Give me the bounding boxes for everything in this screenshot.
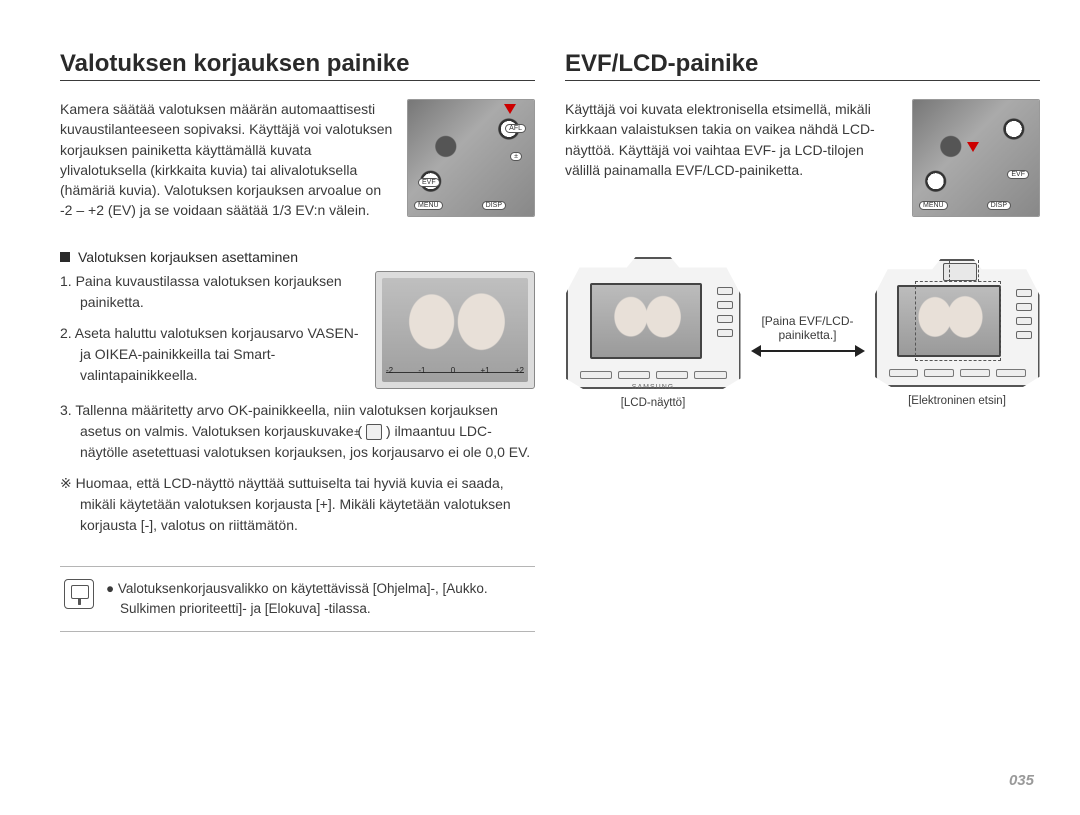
right-title: EVF/LCD-painike	[565, 50, 1040, 81]
lcd-screen-icon	[590, 283, 702, 359]
left-intro-text: Kamera säätää valotuksen määrän automaat…	[60, 99, 395, 221]
left-intro-row: Kamera säätää valotuksen määrän automaat…	[60, 99, 535, 221]
side-buttons-icon	[717, 287, 735, 365]
evf-mode-figure: [Elektroninen etsin]	[875, 259, 1040, 407]
ev-label: ±	[510, 152, 522, 161]
double-arrow-icon	[753, 350, 863, 352]
page-number: 035	[1009, 772, 1034, 789]
lcd-sample-image: -2 -1 0 +1 +2	[375, 271, 535, 389]
left-column: Valotuksen korjauksen painike Kamera sää…	[60, 50, 535, 632]
menu-label: MENU	[919, 201, 948, 210]
evf-button-closeup-image: EVF MENU DISP	[912, 99, 1040, 217]
note-icon	[64, 579, 94, 609]
steps-list: 1. Paina kuvaustilassa valotuksen korjau…	[60, 271, 361, 386]
red-arrow-icon	[504, 104, 516, 114]
tip-box: ● Valotuksenkorjausvalikko on käytettävi…	[60, 566, 535, 633]
steps-text: 1. Paina kuvaustilassa valotuksen korjau…	[60, 271, 361, 396]
ev-button-closeup-image: AFL ± EVF MENU DISP	[407, 99, 535, 217]
left-subheading: Valotuksen korjauksen asettaminen	[78, 249, 298, 265]
bottom-buttons-icon	[580, 371, 727, 383]
lcd-mode-figure: SAMSUNG [LCD-näyttö]	[566, 257, 741, 409]
step3-list: 3. Tallenna määritetty arvo OK-painikkee…	[60, 400, 535, 463]
bottom-buttons-icon	[889, 369, 1026, 381]
evf-screen-icon	[897, 285, 1001, 357]
camera-back-evf	[875, 259, 1040, 387]
lcd-caption: [LCD-näyttö]	[621, 397, 686, 409]
step-3: 3. Tallenna määritetty arvo OK-painikkee…	[60, 400, 535, 463]
left-title: Valotuksen korjauksen painike	[60, 50, 535, 81]
menu-label: MENU	[414, 201, 443, 210]
right-intro-row: Käyttäjä voi kuvata elektronisella etsim…	[565, 99, 1040, 217]
right-column: EVF/LCD-painike Käyttäjä voi kuvata elek…	[565, 50, 1040, 632]
tick: -1	[418, 366, 425, 380]
tick: 0	[451, 366, 455, 380]
step-1: 1. Paina kuvaustilassa valotuksen korjau…	[60, 271, 361, 313]
page: Valotuksen korjauksen painike Kamera sää…	[60, 50, 1040, 632]
right-intro-text: Käyttäjä voi kuvata elektronisella etsim…	[565, 99, 900, 180]
disp-label: DISP	[987, 201, 1011, 210]
tip-text: ● Valotuksenkorjausvalikko on käytettävi…	[106, 579, 531, 620]
red-arrow-icon	[967, 142, 979, 152]
mode-compare-row: SAMSUNG [LCD-näyttö] [Paina EVF/LCD-pain…	[565, 257, 1040, 409]
ev-compensation-icon: ±	[366, 424, 382, 440]
mid-label: [Paina EVF/LCD-painiketta.]	[760, 314, 856, 342]
evf-label: EVF	[1007, 170, 1029, 179]
evf-label: EVF	[418, 178, 440, 187]
mid-column: [Paina EVF/LCD-painiketta.]	[753, 314, 863, 352]
side-buttons-icon	[1016, 289, 1034, 367]
evf-caption: [Elektroninen etsin]	[908, 395, 1006, 407]
step-2: 2. Aseta haluttu valotuksen korjausarvo …	[60, 323, 361, 386]
square-bullet-icon	[60, 252, 70, 262]
steps-row: 1. Paina kuvaustilassa valotuksen korjau…	[60, 271, 535, 396]
afl-label: AFL	[505, 124, 526, 133]
subheading-row: Valotuksen korjauksen asettaminen	[60, 249, 535, 265]
camera-back-lcd: SAMSUNG	[566, 257, 741, 389]
evf-window-icon	[943, 263, 977, 281]
ev-scale: -2 -1 0 +1 +2	[386, 366, 524, 380]
brand-label: SAMSUNG	[566, 384, 741, 391]
tick: +2	[515, 366, 524, 380]
left-note: ※ Huomaa, että LCD-näyttö näyttää suttui…	[60, 473, 535, 536]
tick: -2	[386, 366, 393, 380]
disp-label: DISP	[482, 201, 506, 210]
tick: +1	[480, 366, 489, 380]
